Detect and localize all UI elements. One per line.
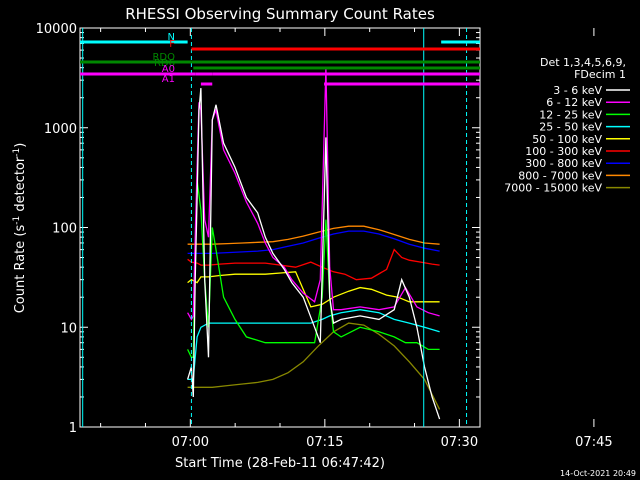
legend-label: 300 - 800 keV	[525, 157, 602, 170]
series-line	[187, 230, 440, 255]
series-line	[187, 309, 440, 381]
y-tick-label: 10	[60, 321, 77, 336]
legend-label: 100 - 300 keV	[525, 145, 602, 158]
x-tick-label: 07:30	[441, 435, 478, 450]
series-line	[187, 322, 441, 410]
legend-header: FDecim 1	[574, 68, 626, 81]
x-axis-label: Start Time (28-Feb-11 06:47:42)	[175, 456, 385, 471]
legend-label: 7000 - 15000 keV	[504, 182, 602, 195]
footer-date: 14-Oct-2021 20:49	[560, 469, 636, 478]
flag-bar-label: F	[169, 39, 175, 50]
x-tick-label: 07:00	[172, 435, 209, 450]
x-tick-label: 07:15	[306, 435, 343, 450]
flag-bar-label: A1	[162, 74, 175, 85]
chart-title: RHESSI Observing Summary Count Rates	[125, 5, 435, 23]
series-line	[186, 88, 441, 420]
series-line	[187, 248, 440, 281]
y-axis-label-part: )	[13, 143, 28, 148]
flag-bar-label: RDO	[152, 52, 175, 63]
legend-label: 50 - 100 keV	[532, 133, 602, 146]
y-tick-label: 10000	[36, 22, 77, 37]
flag-bar-label: A0	[162, 64, 175, 75]
y-axis-label-part: -1	[12, 148, 22, 157]
legend-label: 3 - 6 keV	[553, 84, 602, 97]
flag-bar-label: RD6	[154, 58, 175, 69]
legend-label: 6 - 12 keV	[546, 96, 602, 109]
y-axis-label-part: -1	[12, 216, 22, 225]
plot-area: 11010010001000007:0007:1507:3007:4508:00…	[36, 22, 613, 450]
x-tick-label: 07:45	[575, 435, 612, 450]
y-axis-label-part: detector	[13, 156, 28, 216]
y-tick-label: 1000	[44, 122, 77, 137]
flag-bar-label: N	[168, 32, 175, 43]
y-axis-label-part: Count Rate (s	[13, 225, 28, 314]
y-axis-label: Count Rate (s-1 detector-1)	[12, 143, 28, 314]
series-line	[187, 179, 440, 358]
legend-label: 25 - 50 keV	[539, 121, 602, 134]
plot-frame	[79, 27, 481, 428]
y-tick-label: 100	[52, 222, 77, 237]
legend-label: 800 - 7000 keV	[518, 169, 602, 182]
y-tick-label: 1	[69, 421, 77, 436]
legend-label: 12 - 25 keV	[539, 108, 602, 121]
legend-header: Det 1,3,4,5,6,9,	[540, 56, 626, 69]
series-line	[187, 271, 440, 308]
